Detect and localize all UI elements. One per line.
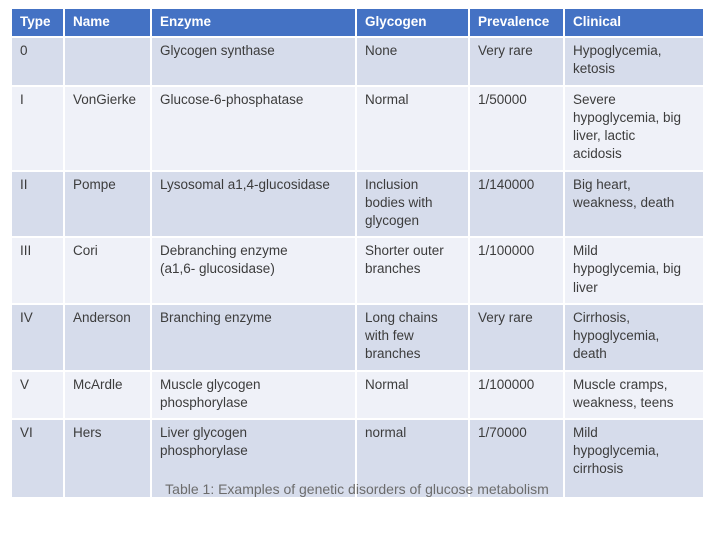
cell-type: II <box>10 169 65 239</box>
cell-name <box>63 36 152 87</box>
cell-glycogen: Shorter outer branches <box>355 236 470 305</box>
glycogen-disorders-table: Type Name Enzyme Glycogen Prevalence Cli… <box>10 6 705 499</box>
cell-glycogen: None <box>355 36 470 87</box>
cell-clinical: Mild hypoglycemia, big liver <box>563 236 705 305</box>
table-caption: Table 1: Examples of genetic disorders o… <box>165 481 549 497</box>
cell-enzyme: Glucose-6-phosphatase <box>150 84 357 172</box>
cell-name: Cori <box>63 236 152 305</box>
cell-name: Anderson <box>63 302 152 372</box>
table-row-type-6: VI Hers Liver glycogen phosphorylase nor… <box>10 417 705 499</box>
cell-clinical: Muscle cramps, weakness, teens <box>563 369 705 420</box>
cell-type: VI <box>10 417 65 499</box>
cell-prevalence: 1/100000 <box>468 236 565 305</box>
cell-enzyme: Liver glycogen phosphorylase <box>150 417 357 499</box>
cell-prevalence: 1/70000 <box>468 417 565 499</box>
column-header-prevalence: Prevalence <box>468 6 565 39</box>
cell-name: McArdle <box>63 369 152 420</box>
cell-glycogen: Inclusion bodies with glycogen <box>355 169 470 239</box>
cell-type: IV <box>10 302 65 372</box>
cell-clinical: Severe hypoglycemia, big liver, lactic a… <box>563 84 705 172</box>
column-header-name: Name <box>63 6 152 39</box>
cell-type: I <box>10 84 65 172</box>
cell-name: Hers <box>63 417 152 499</box>
column-header-glycogen: Glycogen <box>355 6 470 39</box>
cell-clinical: Cirrhosis, hypoglycemia, death <box>563 302 705 372</box>
cell-enzyme: Glycogen synthase <box>150 36 357 87</box>
cell-glycogen: normal <box>355 417 470 499</box>
cell-enzyme: Branching enzyme <box>150 302 357 372</box>
table-row-type-3: III Cori Debranching enzyme (a1,6- gluco… <box>10 236 705 305</box>
cell-prevalence: Very rare <box>468 302 565 372</box>
cell-prevalence: 1/50000 <box>468 84 565 172</box>
table-row-type-5: V McArdle Muscle glycogen phosphorylase … <box>10 369 705 420</box>
cell-prevalence: Very rare <box>468 36 565 87</box>
column-header-enzyme: Enzyme <box>150 6 357 39</box>
table-container: Type Name Enzyme Glycogen Prevalence Cli… <box>10 6 705 499</box>
cell-clinical: Mild hypoglycemia, cirrhosis <box>563 417 705 499</box>
column-header-type: Type <box>10 6 65 39</box>
cell-clinical: Big heart, weakness, death <box>563 169 705 239</box>
cell-glycogen: Normal <box>355 84 470 172</box>
cell-name: VonGierke <box>63 84 152 172</box>
cell-clinical: Hypoglycemia, ketosis <box>563 36 705 87</box>
table-row-type-2: II Pompe Lysosomal a1,4-glucosidase Incl… <box>10 169 705 239</box>
cell-enzyme: Lysosomal a1,4-glucosidase <box>150 169 357 239</box>
cell-type: III <box>10 236 65 305</box>
cell-enzyme: Debranching enzyme (a1,6- glucosidase) <box>150 236 357 305</box>
cell-prevalence: 1/140000 <box>468 169 565 239</box>
table-header-row: Type Name Enzyme Glycogen Prevalence Cli… <box>10 6 705 39</box>
cell-glycogen: Normal <box>355 369 470 420</box>
table-row-type-0: 0 Glycogen synthase None Very rare Hypog… <box>10 36 705 87</box>
cell-type: V <box>10 369 65 420</box>
cell-name: Pompe <box>63 169 152 239</box>
cell-enzyme: Muscle glycogen phosphorylase <box>150 369 357 420</box>
cell-type: 0 <box>10 36 65 87</box>
cell-prevalence: 1/100000 <box>468 369 565 420</box>
column-header-clinical: Clinical <box>563 6 705 39</box>
cell-glycogen: Long chains with few branches <box>355 302 470 372</box>
table-row-type-4: IV Anderson Branching enzyme Long chains… <box>10 302 705 372</box>
table-row-type-1: I VonGierke Glucose-6-phosphatase Normal… <box>10 84 705 172</box>
